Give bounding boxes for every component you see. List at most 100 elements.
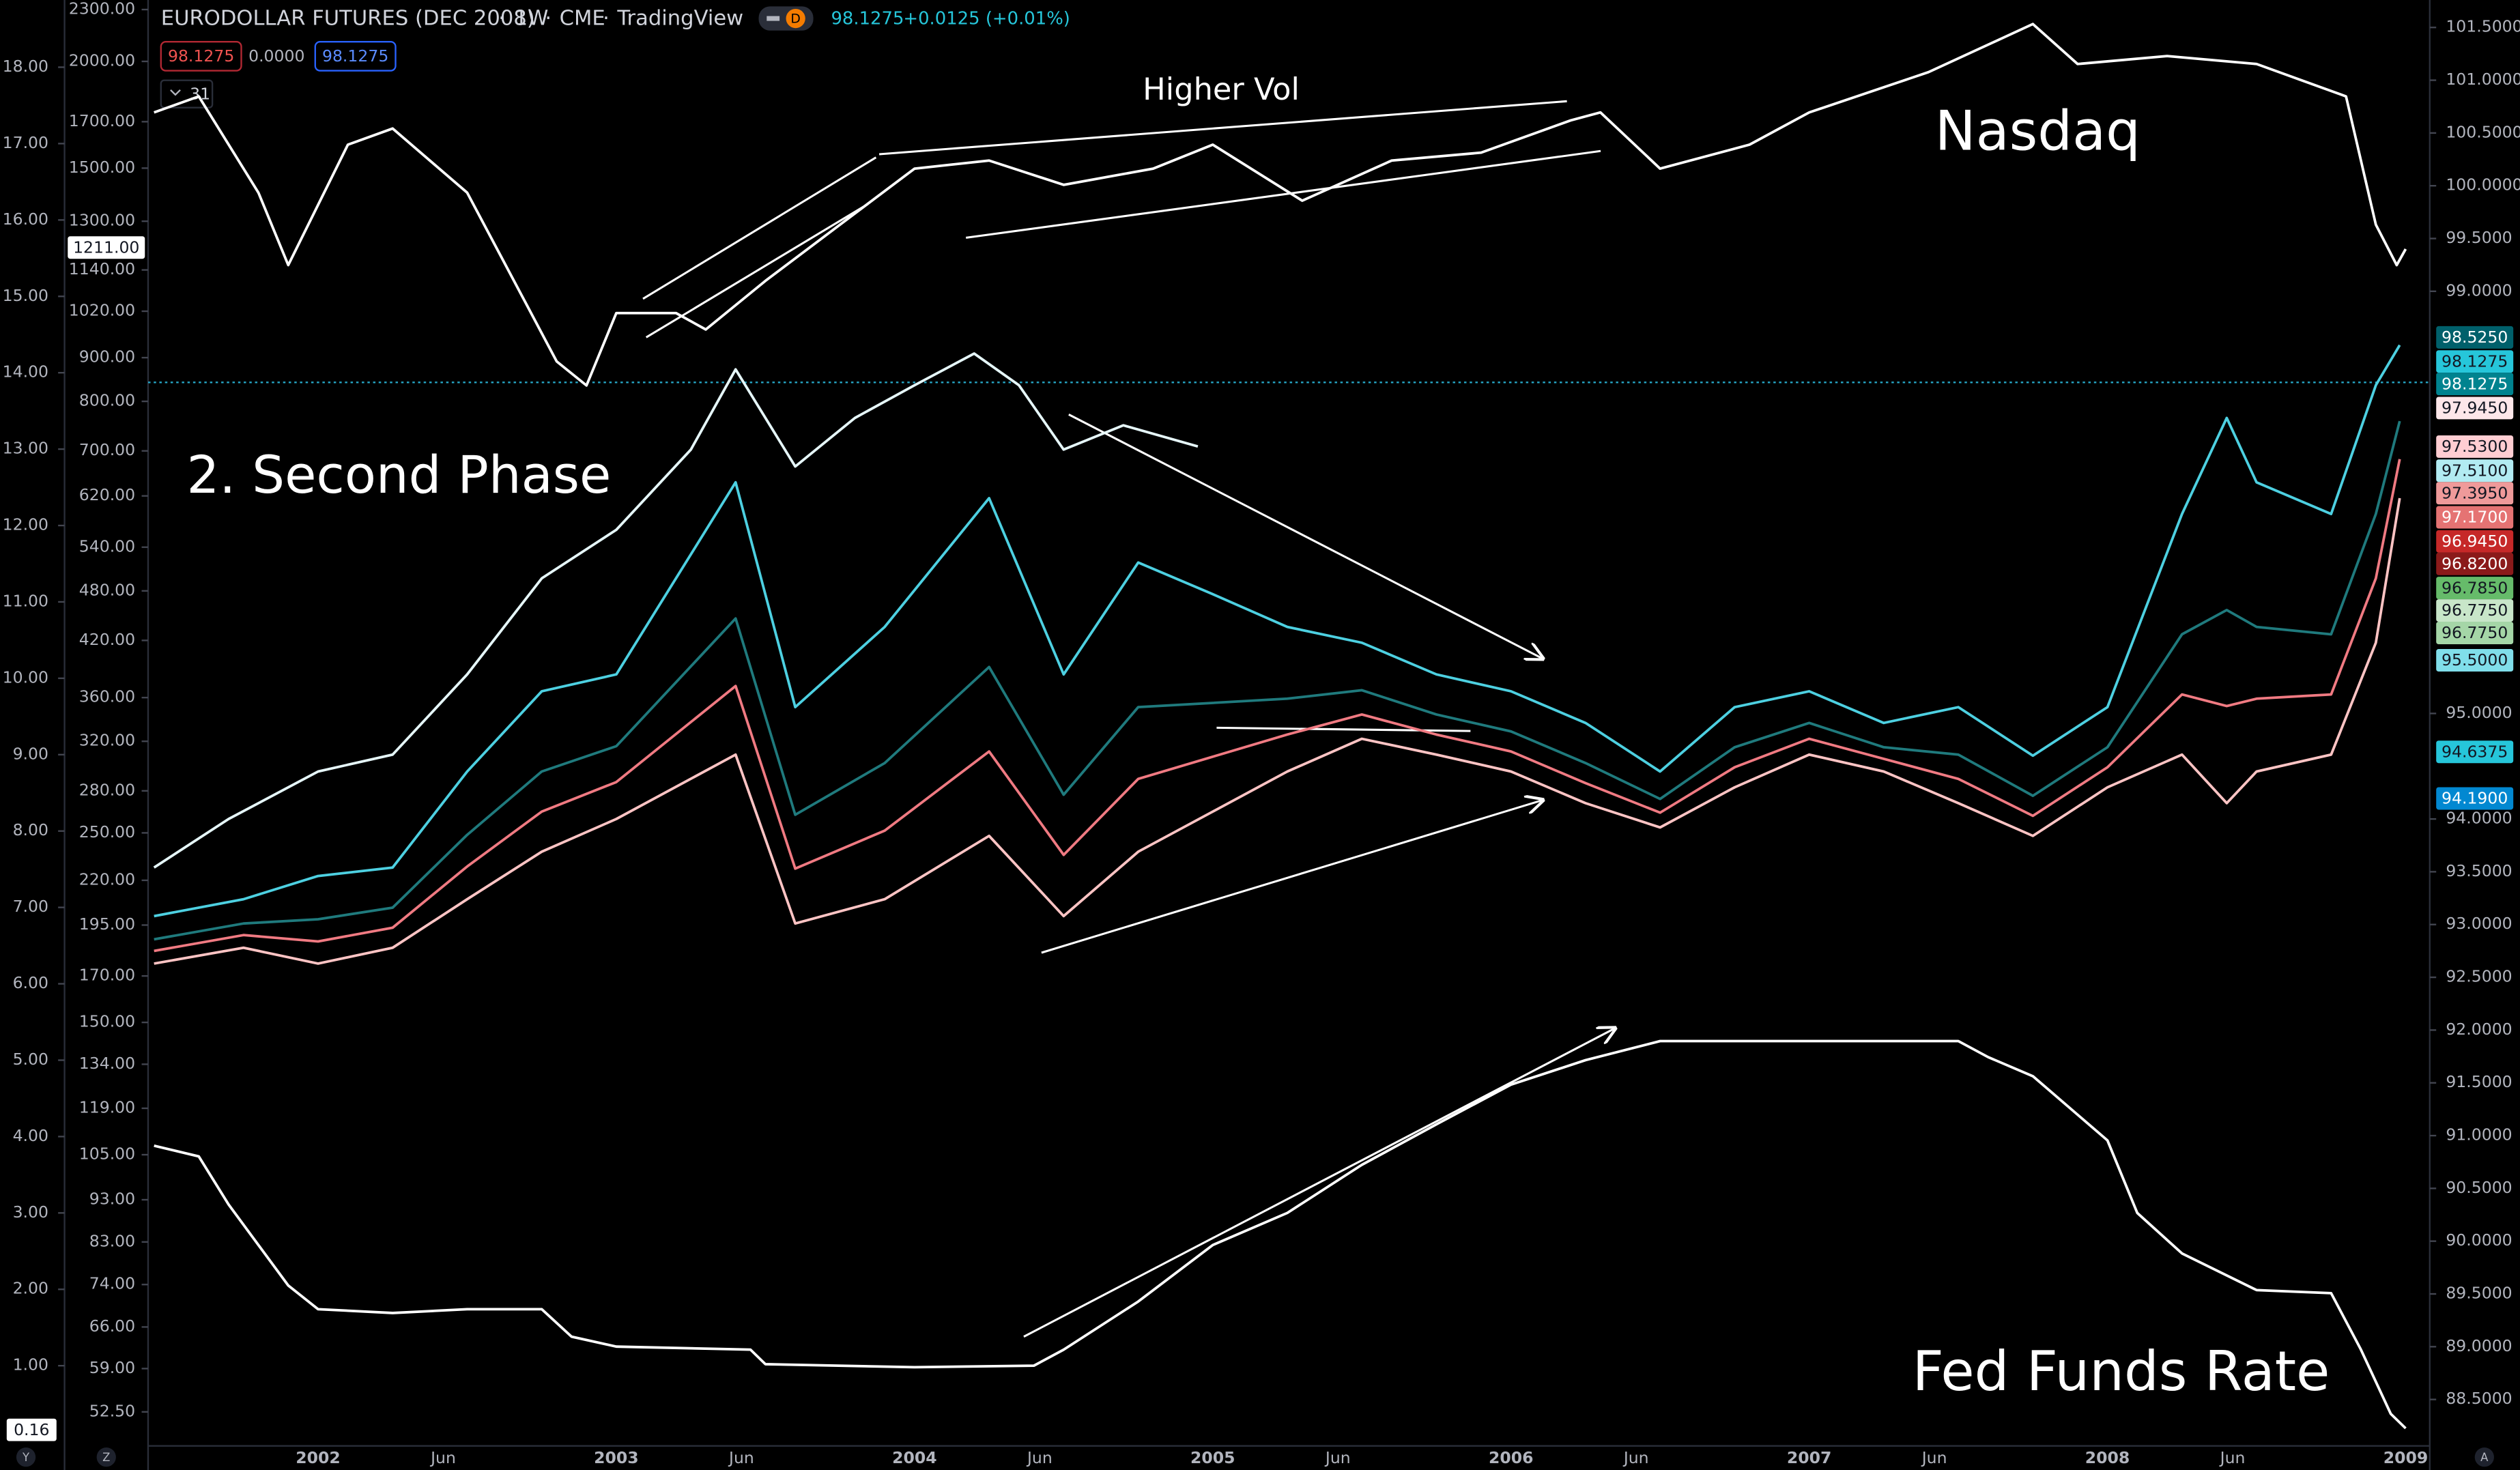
x-tick-label: Jun: [429, 1448, 456, 1467]
y-tick-label: 83.00: [89, 1231, 135, 1250]
y-tick-label: 16.00: [3, 210, 48, 229]
button[interactable]: [96, 1447, 116, 1467]
price-tag: [2436, 350, 2514, 373]
y-tick-label: 101.0000: [2446, 70, 2520, 89]
y-tick-label: 800.00: [79, 391, 135, 410]
x-tick-label: 2008: [2085, 1448, 2130, 1467]
price-tag: [68, 236, 145, 259]
y-tick-label: 420.00: [79, 630, 135, 649]
y-tick-label: 99.5000: [2446, 228, 2512, 247]
y-tick-label: 101.5000: [2446, 17, 2520, 36]
y-tick-label: 59.00: [89, 1358, 135, 1377]
button[interactable]: [2474, 1447, 2494, 1467]
button[interactable]: [16, 1447, 36, 1467]
price-tag-label: 97.1700: [2442, 508, 2508, 527]
y-tick-label: 66.00: [89, 1316, 135, 1336]
y-tick-label: 14.00: [3, 362, 48, 381]
price-tag-label: 96.8200: [2442, 554, 2508, 573]
y-tick-label: 10.00: [3, 667, 48, 687]
price-tag-label: 97.5100: [2442, 461, 2508, 480]
interval: 1W: [515, 7, 549, 31]
series-line: [154, 498, 2401, 965]
series-line: [154, 459, 2401, 953]
y-tick-label: 1300.00: [69, 211, 135, 230]
price-tag-label: 1211.00: [73, 237, 139, 257]
series-line: [154, 420, 2401, 941]
price-tag-label: 98.5250: [2442, 328, 2508, 347]
x-tick-label: Jun: [1921, 1448, 1947, 1467]
y-tick-label: 900.00: [79, 347, 135, 366]
y-tick-label: 90.0000: [2446, 1230, 2512, 1250]
y-tick-label: 2000.00: [69, 51, 135, 70]
y-tick-label: 250.00: [79, 822, 135, 841]
price-tag: [2436, 459, 2514, 482]
y-tick-label: 1020.00: [69, 301, 135, 320]
y-tick-label: 9.00: [13, 744, 48, 763]
y-tick-label: 480.00: [79, 580, 135, 599]
y-tick-label: 100.5000: [2446, 122, 2520, 141]
x-tick-label: Jun: [728, 1448, 754, 1467]
y-tick-label: 2.00: [13, 1279, 48, 1298]
price-tag-label: 95.5000: [2442, 650, 2508, 669]
price-tag: [6, 1418, 57, 1441]
y-tick-label: 195.00: [79, 914, 135, 934]
price-tag: [2436, 787, 2514, 810]
y-tick-label: 13.00: [3, 439, 48, 458]
x-tick-label: 2007: [1787, 1448, 1832, 1467]
y-tick-label: 1500.00: [69, 158, 135, 177]
y-tick-label: 18.00: [3, 57, 48, 76]
buy-button[interactable]: [314, 41, 397, 72]
x-tick-label: Jun: [2219, 1448, 2246, 1467]
y-tick-label: 93.0000: [2446, 914, 2512, 933]
y-tick-label: 89.0000: [2446, 1336, 2512, 1355]
y-tick-label: 8.00: [13, 820, 48, 839]
price-tag: [2436, 373, 2514, 396]
x-tick-label: 2005: [1190, 1448, 1235, 1467]
y-tick-label: 2300.00: [69, 0, 135, 18]
price-tag-label: 97.9450: [2442, 399, 2508, 418]
spread: 0.0000: [248, 46, 304, 66]
price-tag: [2436, 622, 2514, 644]
x-tick-label: 2009: [2383, 1448, 2429, 1467]
price-tag: [2436, 435, 2514, 458]
price-tag: [2436, 397, 2514, 420]
price-tag-label: 94.6375: [2442, 742, 2508, 761]
indicator-toggle[interactable]: [160, 79, 214, 109]
trendline: [645, 203, 869, 338]
y-tick-label: 7.00: [13, 897, 48, 916]
y-tick-label: 105.00: [79, 1144, 135, 1164]
arrow: [1041, 800, 1543, 954]
y-tick-label: 134.00: [79, 1054, 135, 1073]
arrow: [1068, 413, 1543, 659]
y-tick-label: 220.00: [79, 869, 135, 889]
price-tag: [2436, 599, 2514, 622]
x-tick-label: Jun: [1622, 1448, 1649, 1467]
y-tick-label: 5.00: [13, 1050, 48, 1069]
price-tag: [2436, 740, 2514, 764]
y-tick-label: 280.00: [79, 780, 135, 799]
button-label: Z: [102, 1451, 110, 1464]
button-label: A: [2480, 1451, 2489, 1464]
price-tag-label: 97.3950: [2442, 483, 2508, 502]
price-change: +0.0125 (+0.01%): [903, 9, 1070, 29]
separator: ·: [545, 7, 552, 31]
series-line: [154, 1039, 2407, 1430]
y-tick-label: 1.00: [13, 1355, 48, 1374]
y-tick-label: 15.00: [3, 286, 48, 305]
y-tick-label: 94.0000: [2446, 809, 2512, 828]
sell-price: 98.1275: [168, 46, 234, 66]
sell-button[interactable]: [160, 41, 242, 72]
y-tick-label: 1700.00: [69, 111, 135, 130]
y-tick-label: 17.00: [3, 133, 48, 152]
y-tick-label: 92.5000: [2446, 967, 2512, 986]
price-tag-label: 98.1275: [2442, 351, 2508, 371]
y-tick-label: 119.00: [79, 1097, 135, 1116]
y-tick-label: 92.0000: [2446, 1020, 2512, 1039]
source: TradingView: [616, 7, 743, 31]
y-tick-label: 700.00: [79, 440, 135, 459]
y-tick-label: 1140.00: [69, 259, 135, 278]
chevron: [170, 89, 181, 96]
annotation: Fed Funds Rate: [1913, 1340, 2330, 1403]
